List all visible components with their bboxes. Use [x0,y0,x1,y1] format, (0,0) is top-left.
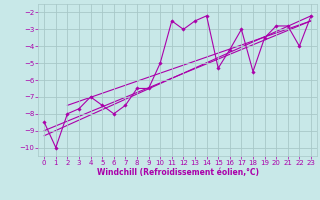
X-axis label: Windchill (Refroidissement éolien,°C): Windchill (Refroidissement éolien,°C) [97,168,259,177]
